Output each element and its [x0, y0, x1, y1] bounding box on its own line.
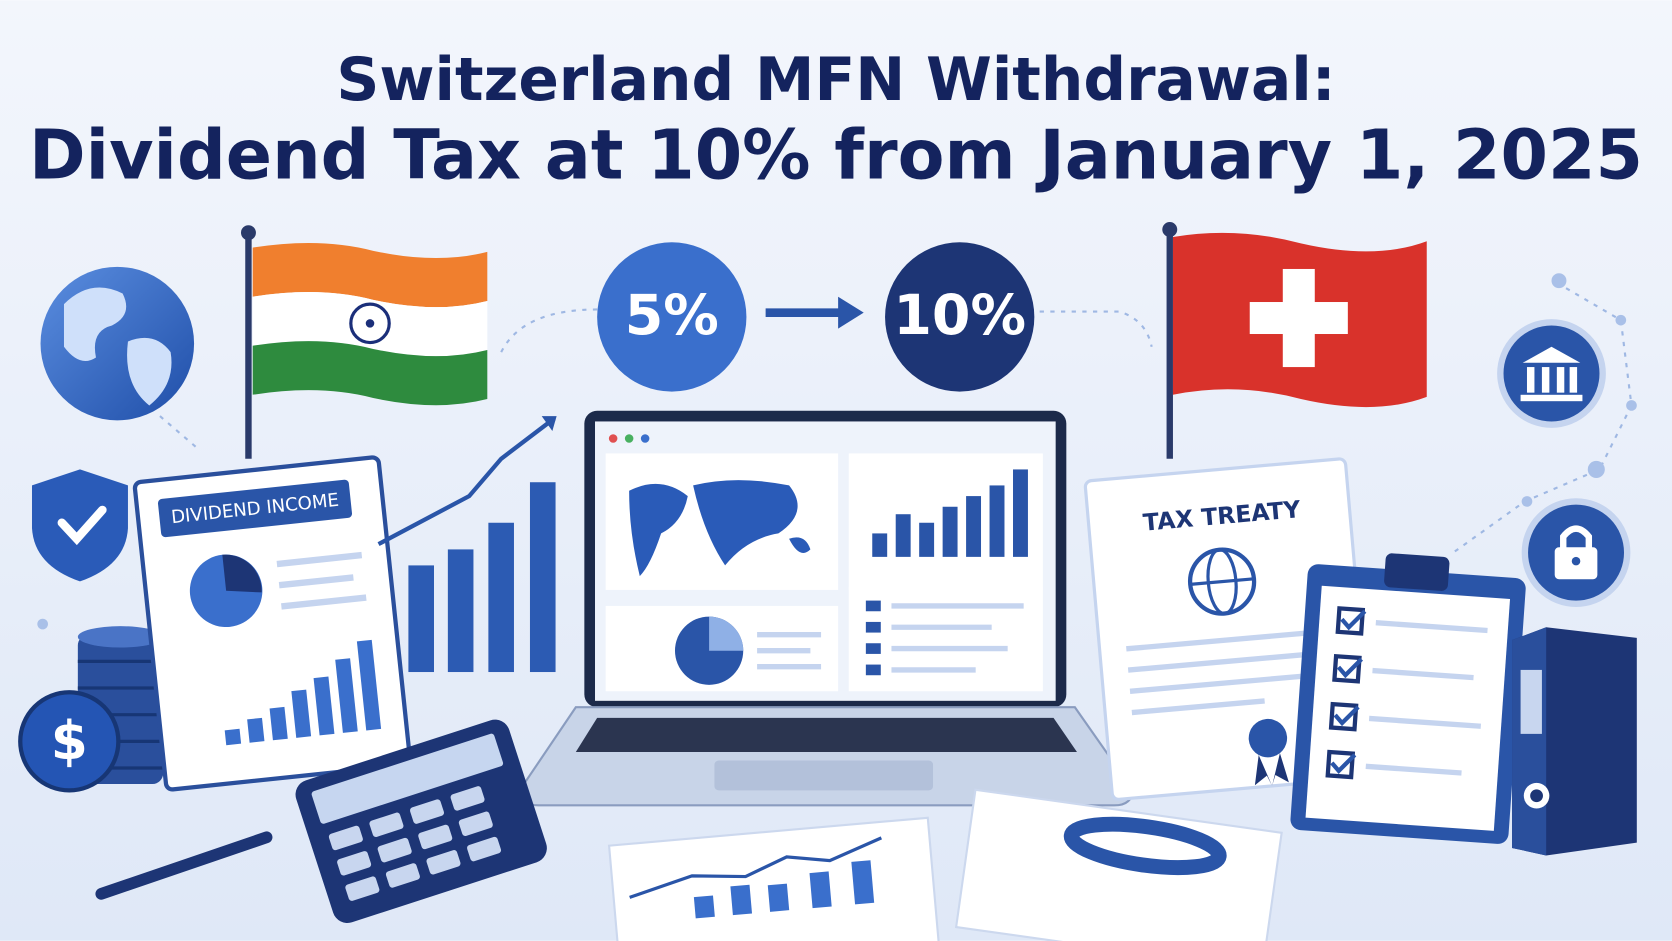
title-line-1: Switzerland MFN Withdrawal: — [336, 46, 1335, 115]
lock-icon — [1521, 498, 1631, 607]
network-dots — [37, 273, 1637, 630]
dividend-document: DIVIDEND INCOME — [132, 455, 413, 792]
title-line-2: Dividend Tax at 10% from January 1, 2025 — [29, 117, 1643, 196]
rate-from-badge: 5% — [597, 242, 747, 392]
arrow — [765, 296, 864, 329]
binder — [1512, 627, 1637, 856]
clipboard — [1290, 553, 1526, 844]
india-flag — [240, 225, 488, 459]
pen — [95, 831, 273, 900]
calculator — [295, 719, 547, 924]
rate-from: 5% — [625, 284, 719, 348]
laptop — [519, 410, 1134, 807]
rate-to: 10% — [893, 284, 1026, 348]
globe-icon — [40, 266, 195, 421]
dollar-coin: $ — [18, 690, 121, 793]
background-bars — [377, 416, 557, 673]
bank-icon — [1497, 319, 1606, 428]
bottom-paper-left — [607, 816, 941, 941]
network-lines — [159, 281, 1633, 556]
swiss-flag — [1162, 222, 1427, 459]
shield-icon — [31, 469, 128, 582]
bottom-paper-right — [954, 788, 1283, 941]
rate-to-badge: 10% — [885, 242, 1035, 392]
coin-symbol: $ — [51, 710, 88, 772]
